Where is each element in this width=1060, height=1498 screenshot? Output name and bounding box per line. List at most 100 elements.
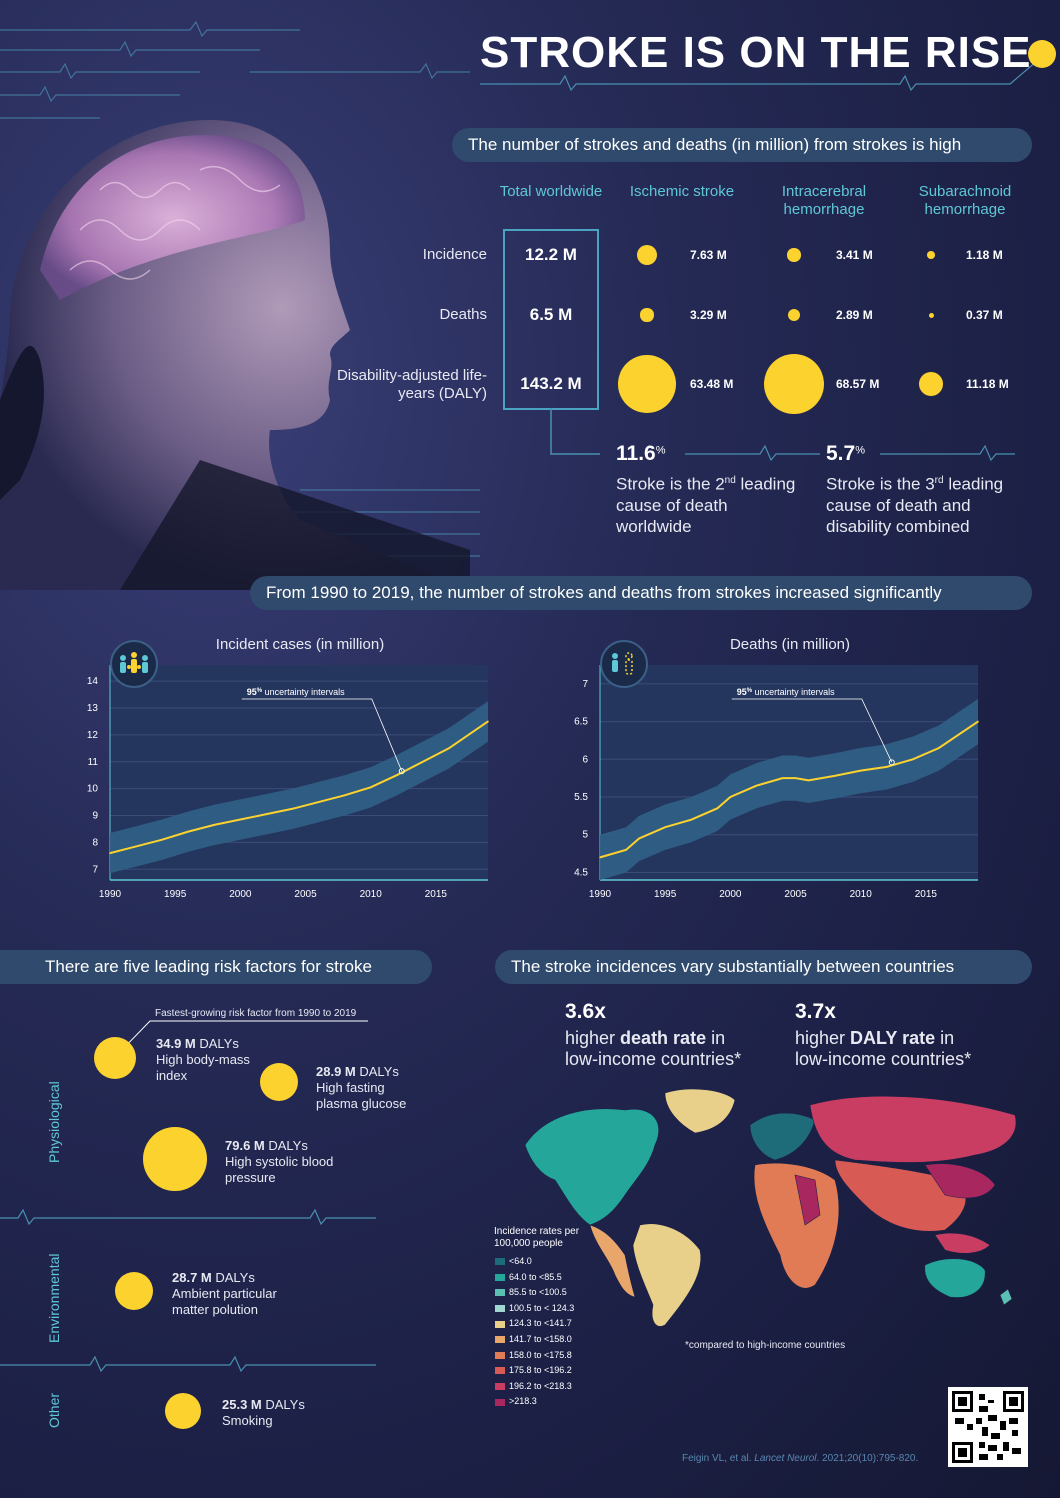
y-tick-label: 8 — [92, 837, 98, 848]
annotation-sup: % — [257, 688, 263, 694]
bubble-r2-c1 — [764, 354, 824, 414]
legend-label: 141.7 to <158.0 — [509, 1334, 572, 1344]
map-north-america — [524, 1108, 660, 1226]
qr-code-icon — [952, 1391, 1024, 1463]
map-new-zealand — [999, 1288, 1013, 1306]
y-tick-label: 10 — [87, 784, 99, 795]
data-point — [938, 747, 940, 749]
bubble-r0-c0 — [636, 244, 657, 265]
risk-bp-dot — [143, 1127, 207, 1191]
fastest-growing-callout: Fastest-growing risk factor from 1990 to… — [155, 1008, 357, 1019]
data-point — [885, 766, 888, 768]
risk-glucose-dalys: 28.9 M — [316, 1064, 356, 1079]
risk-bmi-name: High body-mass index — [156, 1052, 250, 1083]
map-africa — [753, 1162, 840, 1289]
legend-item: 175.8 to <196.2 — [495, 1365, 572, 1375]
col-total: Total worldwide — [499, 183, 603, 200]
total-daly: 143.2 M — [520, 374, 582, 393]
data-point — [716, 807, 719, 810]
row-label-daly: Disability-adjusted life-years (DALY) — [336, 367, 487, 402]
deaths-people-icon — [600, 640, 648, 688]
bubble-value-r2-c0: 63.48 M — [690, 377, 734, 391]
y-tick-label: 6 — [582, 754, 588, 765]
bubble-r1-c1 — [787, 308, 801, 322]
chart2-title: Deaths (in million) — [729, 636, 851, 653]
y-tick-label: 4.5 — [574, 867, 588, 878]
x-tick-label: 2005 — [784, 889, 807, 900]
risk-pm-dot — [115, 1272, 153, 1310]
citation-journal: Lancet Neurol — [754, 1453, 817, 1464]
risk-smoking-name: Smoking — [222, 1413, 273, 1428]
risk-bmi-unit: DALYs — [195, 1036, 239, 1051]
bubble-value-r0-c0: 7.63 M — [690, 248, 727, 262]
risk-glucose-dot — [260, 1063, 298, 1101]
bubble-value-r0-c1: 3.41 M — [836, 248, 873, 262]
legend-item: 158.0 to <175.8 — [495, 1350, 572, 1360]
legend-label: 196.2 to <218.3 — [509, 1380, 572, 1391]
bubble-r0-c1 — [787, 248, 801, 262]
col-intracerebral: Intracerebral hemorrhage — [781, 183, 867, 218]
daly-rate-b: DALY rate — [850, 1028, 936, 1048]
legend-swatch — [495, 1289, 505, 1297]
row-label-deaths: Deaths — [439, 306, 487, 323]
data-point — [977, 720, 979, 723]
daly-rate-value: 3.7x — [795, 1000, 836, 1023]
y-tick-label: 9 — [92, 811, 98, 822]
annotation-prefix: 95 — [247, 687, 257, 697]
y-tick-label: 14 — [87, 676, 99, 687]
qr-code[interactable] — [948, 1387, 1028, 1467]
title-dot-icon — [1028, 40, 1056, 68]
risk-bp-name: High systolic blood pressure — [225, 1154, 334, 1185]
x-tick-label: 2015 — [425, 889, 448, 900]
row-label-incidence: Incidence — [422, 246, 487, 263]
chart1-title: Incident cases (in million) — [215, 636, 385, 653]
death-rate-stat: 3.6x higher death rate in low-income coun… — [565, 1000, 785, 1070]
risk-smoking-unit: DALYs — [261, 1397, 305, 1412]
data-point — [487, 720, 489, 723]
y-tick-label: 13 — [87, 703, 99, 714]
death-rate-b: death rate — [620, 1028, 707, 1048]
legend-swatch — [495, 1382, 505, 1390]
bubble-r2-c2 — [918, 371, 944, 397]
page-title: STROKE IS ON THE RISE — [480, 28, 1032, 77]
legend-title: Incidence rates per 100,000 people — [494, 1226, 580, 1249]
section1-heading: The number of strokes and deaths (in mil… — [452, 128, 1032, 162]
risk-bp-dalys: 79.6 M — [225, 1138, 265, 1153]
legend-label: >218.3 — [509, 1396, 537, 1407]
uncertainty-band — [600, 698, 978, 880]
data-point — [239, 818, 242, 821]
data-point — [859, 769, 862, 772]
risk-smoking-label: 25.3 M DALYs Smoking — [222, 1397, 322, 1429]
death-rate-value: 3.6x — [565, 1000, 606, 1023]
y-tick-label: 11 — [88, 757, 99, 768]
annotation-marker — [398, 768, 405, 775]
x-tick-label: 2010 — [850, 889, 873, 900]
legend-item: <64.0 — [495, 1256, 532, 1266]
annotation-text: uncertainty intervals — [752, 687, 835, 697]
legend-item: 124.3 to <141.7 — [495, 1318, 572, 1328]
stat1-text-a: Stroke is the 2 — [616, 474, 725, 494]
legend-label: 100.5 to < 124.3 — [509, 1302, 575, 1313]
stat2-text-a: Stroke is the 3 — [826, 474, 935, 494]
section4-heading: The stroke incidences vary substantially… — [495, 950, 1032, 984]
bubble-value-r2-c1: 68.57 M — [836, 377, 880, 391]
daly-rate-stat: 3.7x higher DALY rate in low-income count… — [795, 1000, 1015, 1070]
stat2-value: 5.7 — [826, 442, 856, 465]
data-point — [625, 849, 627, 851]
incident-cases-chart: 7 8 9 10 11 12 13 14 1990 1995 2000 2005 2010 2015 95%… — [87, 665, 489, 900]
total-deaths: 6.5 M — [529, 305, 573, 324]
legend-label: 124.3 to <141.7 — [509, 1318, 572, 1329]
risk-smoking-dalys: 25.3 M — [222, 1397, 262, 1412]
legend-item: 100.5 to < 124.3 — [495, 1303, 574, 1313]
map-europe — [749, 1112, 816, 1161]
annotation-label: 95% uncertainty intervals — [247, 687, 345, 697]
risk-bp-unit: DALYs — [264, 1138, 308, 1153]
legend-swatch — [495, 1273, 505, 1281]
y-tick-label: 5 — [582, 830, 588, 841]
risk-pm-name: Ambient particular matter polution — [172, 1286, 277, 1317]
risk-bmi-label: 34.9 M DALYs High body-mass index — [156, 1036, 256, 1084]
legend-label: 175.8 to <196.2 — [509, 1365, 572, 1376]
map-indonesia — [934, 1232, 991, 1254]
legend-label: 158.0 to <175.8 — [509, 1349, 572, 1360]
risk-glucose-unit: DALYs — [355, 1064, 399, 1079]
